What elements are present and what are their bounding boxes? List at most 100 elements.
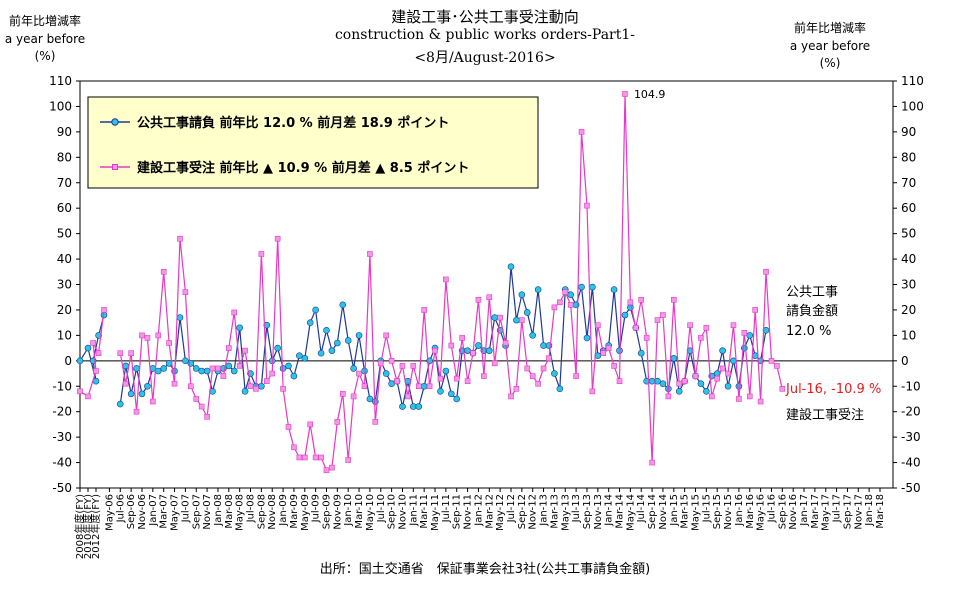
x-tick-label: May-16 — [756, 494, 767, 531]
source-note: 出所：国土交通省 保証事業会社3社(公共工事請負金額) — [319, 562, 651, 577]
data-point — [280, 385, 286, 392]
data-point — [350, 393, 357, 400]
series-layer: 104.9 — [76, 88, 786, 473]
y-tick-label-right: 80 — [901, 150, 916, 164]
data-point — [519, 317, 525, 323]
data-point — [405, 393, 411, 400]
data-point — [557, 299, 563, 306]
x-tick-label: May-10 — [365, 494, 376, 531]
data-point — [589, 283, 596, 291]
x-tick-label: May-15 — [690, 494, 701, 531]
data-point — [139, 332, 145, 339]
data-point — [692, 373, 699, 379]
data-point — [675, 388, 683, 395]
y-tick-label-left: 40 — [57, 252, 72, 266]
data-point — [344, 337, 352, 344]
data-point — [529, 332, 536, 339]
data-point — [523, 309, 531, 316]
data-point — [150, 398, 156, 405]
x-tick-label: Jul-08 — [246, 494, 257, 523]
data-point — [241, 388, 249, 395]
x-tick-label: May-17 — [821, 494, 832, 531]
x-tick-label: Sep-13 — [582, 494, 593, 529]
data-point — [697, 380, 705, 388]
x-tick-label: Jan-08 — [213, 494, 224, 527]
data-point — [242, 347, 248, 354]
data-point — [763, 268, 769, 275]
data-point — [437, 388, 444, 395]
data-point — [605, 345, 612, 351]
y-tick-label-left: 0 — [64, 354, 72, 368]
data-point — [508, 393, 514, 400]
data-point — [133, 365, 140, 372]
data-point — [204, 413, 210, 420]
data-point — [339, 301, 347, 309]
data-point — [307, 421, 314, 428]
data-point — [491, 314, 499, 321]
data-point — [638, 296, 645, 303]
x-tick-label: Mar-12 — [484, 494, 495, 529]
data-point — [724, 382, 732, 390]
data-point — [301, 354, 309, 362]
x-tick-label: Nov-07 — [202, 494, 213, 530]
x-tick-label: Nov-08 — [267, 494, 278, 530]
data-point — [481, 373, 487, 379]
x-tick-label: Jan-13 — [539, 494, 550, 527]
data-point — [415, 403, 423, 410]
data-point — [93, 368, 99, 374]
y-tick-label-right: -10 — [901, 379, 921, 393]
data-point — [301, 454, 308, 461]
data-point — [746, 332, 754, 339]
data-point — [621, 311, 629, 319]
data-point — [160, 365, 167, 372]
data-point — [215, 365, 221, 372]
data-point — [334, 339, 341, 347]
chart-title: 建設工事･公共工事受注動向 — [391, 8, 579, 26]
data-point — [540, 342, 547, 349]
data-point — [670, 354, 678, 362]
data-point — [203, 367, 211, 375]
x-tick-label: Mar-17 — [810, 494, 821, 529]
data-point — [329, 464, 335, 471]
x-tick-label: Jan-16 — [734, 494, 745, 527]
data-point — [502, 340, 509, 346]
y-tick-label-left: 50 — [57, 227, 72, 241]
y-tick-label-right: 10 — [901, 328, 916, 342]
data-point — [84, 344, 92, 352]
data-point — [627, 299, 634, 306]
data-point — [453, 395, 461, 403]
data-point — [648, 377, 656, 385]
data-point — [578, 129, 585, 135]
data-point — [459, 335, 465, 341]
data-point — [475, 342, 482, 349]
y-tick-label-left: 30 — [57, 278, 72, 292]
data-point — [236, 324, 243, 332]
y-tick-label-right: 100 — [901, 99, 924, 113]
x-tick-label: Nov-13 — [593, 494, 604, 530]
data-point — [421, 307, 427, 313]
data-point — [361, 383, 368, 390]
x-tick-label: Jan-17 — [799, 494, 810, 527]
y-label-right-line3: (%) — [819, 56, 841, 70]
x-tick-label: Sep-07 — [191, 494, 202, 529]
data-point — [263, 321, 271, 329]
data-point — [660, 312, 666, 318]
data-point — [578, 283, 585, 291]
x-tick-label: Sep-06 — [126, 494, 137, 529]
data-point — [616, 378, 623, 384]
legend-label: 公共工事請負 前年比 12.0 % 前月差 18.9 ポイント — [137, 115, 449, 131]
data-point — [665, 393, 672, 400]
y-tick-label-left: 70 — [57, 176, 72, 190]
public-works-end-label: 12.0 % — [786, 324, 831, 339]
data-point — [583, 334, 591, 342]
x-tick-label: Nov-14 — [658, 494, 669, 530]
x-tick-label: Sep-09 — [321, 494, 332, 529]
data-point — [649, 459, 655, 466]
data-point — [77, 388, 83, 395]
data-point — [133, 408, 140, 415]
legend-marker — [112, 164, 118, 170]
data-point — [524, 365, 531, 372]
data-point — [356, 370, 362, 377]
data-point — [383, 332, 389, 339]
